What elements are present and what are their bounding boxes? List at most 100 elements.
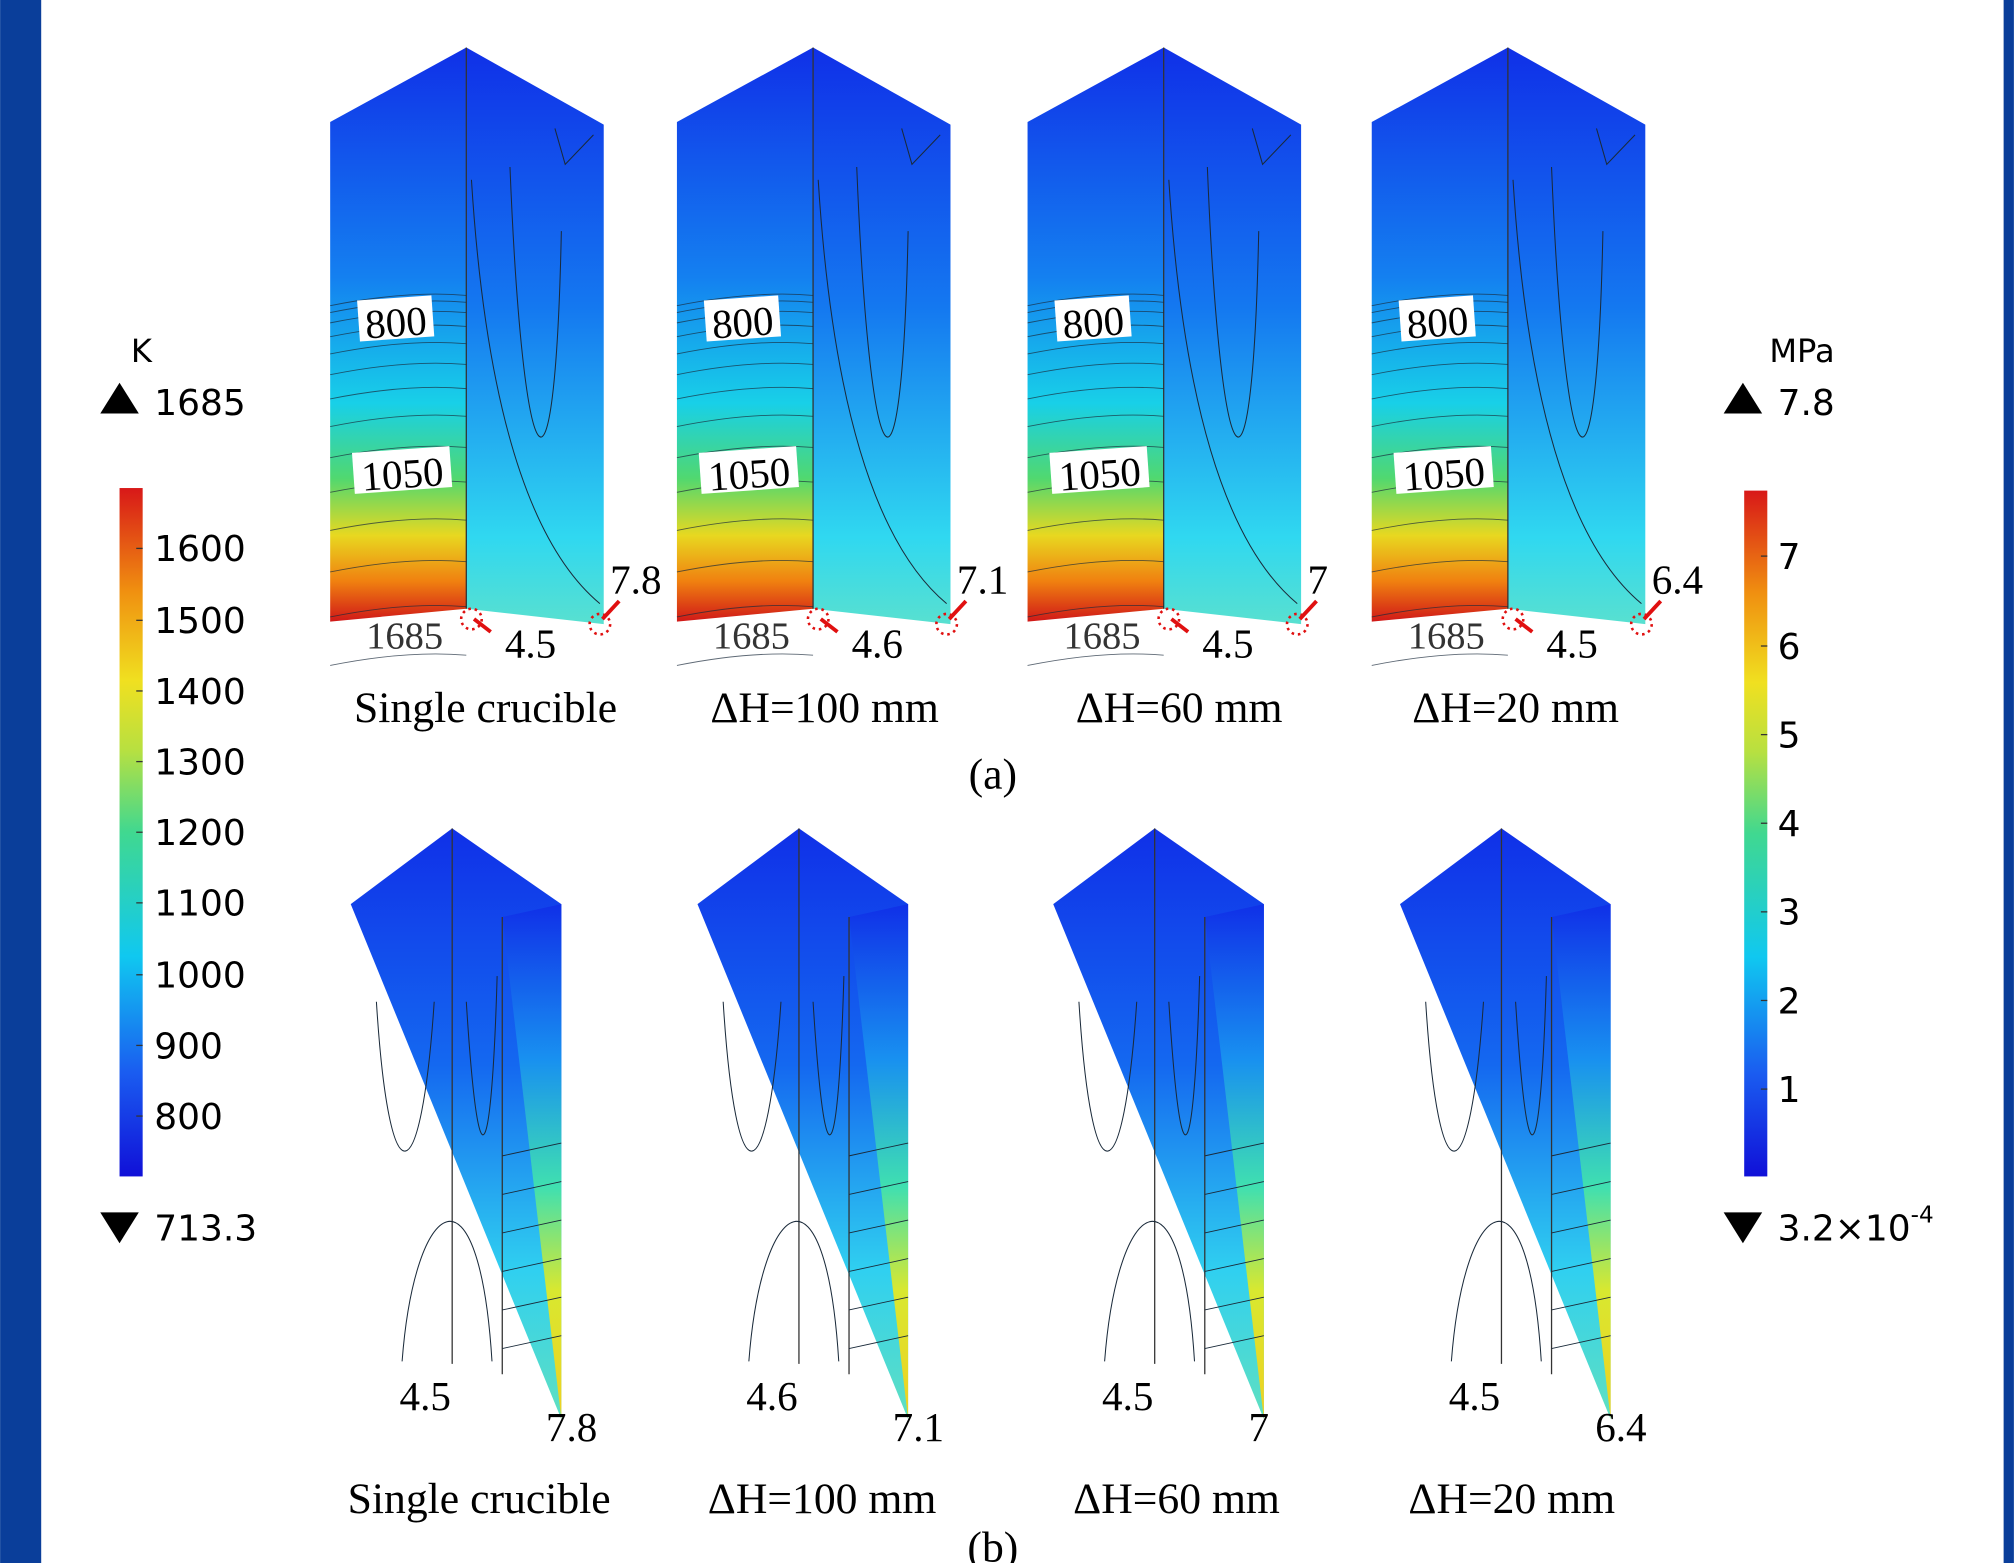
stress-max-label: 7 xyxy=(1308,556,1329,602)
contour xyxy=(502,1296,562,1311)
contour xyxy=(330,518,467,531)
contour xyxy=(1204,1181,1264,1195)
contour xyxy=(1371,604,1508,618)
contour xyxy=(848,1219,909,1234)
contour xyxy=(1027,341,1164,355)
min-marker xyxy=(100,1212,139,1244)
face-side xyxy=(849,904,909,1420)
max-marker xyxy=(1723,382,1763,414)
contour xyxy=(1371,518,1508,531)
stress-tick-label: 5 xyxy=(1778,715,1801,756)
contour-label: 800 xyxy=(710,297,775,347)
contour xyxy=(330,559,467,573)
stress-tick-label: 6 xyxy=(1778,627,1801,668)
temperature-tick-label: 1300 xyxy=(154,742,246,783)
contour xyxy=(1551,1142,1611,1157)
contour-label: 800 xyxy=(1405,297,1470,347)
temperature-tick-label: 1600 xyxy=(154,529,246,570)
crucible-a: 800 1050 1685 4.5 7 ΔH=60 mm xyxy=(1027,47,1329,732)
stress-min-label: 4.5 xyxy=(400,1373,451,1419)
face-right xyxy=(813,47,951,625)
contour xyxy=(470,179,601,605)
contour xyxy=(676,653,814,666)
stress-min-label: 4.6 xyxy=(746,1373,797,1419)
contour xyxy=(676,559,814,573)
stress-max-label: 6.4 xyxy=(1652,556,1703,602)
label-bg xyxy=(1393,446,1494,494)
stress-tick-label: 4 xyxy=(1778,804,1801,845)
column-caption: ΔH=60 mm xyxy=(1073,1475,1280,1523)
contour xyxy=(676,518,814,531)
label-bg xyxy=(1398,295,1476,342)
contour xyxy=(848,1181,909,1195)
marker xyxy=(1501,607,1525,631)
contour xyxy=(1551,1296,1611,1311)
contour xyxy=(1515,976,1547,1136)
contour xyxy=(1027,445,1164,459)
contour xyxy=(1168,179,1298,605)
stress-min-label: 4.5 xyxy=(1546,621,1597,667)
contour xyxy=(1206,166,1260,438)
temperature-colorbar xyxy=(119,488,143,1177)
stress-tick-label: 1 xyxy=(1778,1070,1801,1111)
contour xyxy=(554,128,594,166)
contour xyxy=(1551,1219,1611,1234)
stress-max-label: 7.8 xyxy=(546,1404,597,1450)
stress-tick-label: 2 xyxy=(1778,981,1801,1022)
contour xyxy=(1027,518,1164,531)
panel-label: (a) xyxy=(969,751,1017,799)
column-caption: ΔH=100 mm xyxy=(710,684,939,732)
arrow xyxy=(1642,599,1663,621)
column-caption: ΔH=20 mm xyxy=(1408,1475,1615,1523)
contour-label: 1050 xyxy=(1401,448,1486,500)
contour xyxy=(748,1221,840,1362)
stress-tick-label: 7 xyxy=(1778,537,1801,578)
stress-max-label: 7.1 xyxy=(893,1404,944,1450)
contour xyxy=(1078,1001,1138,1152)
marker xyxy=(935,612,959,636)
face-side xyxy=(502,904,562,1420)
min-marker xyxy=(1723,1212,1763,1244)
label-bg xyxy=(1054,295,1132,342)
column-caption: ΔH=60 mm xyxy=(1076,684,1283,732)
stress-min-exponent: -4 xyxy=(1911,1203,1934,1229)
contour xyxy=(502,1142,562,1157)
label-bg xyxy=(1049,446,1150,494)
stress-min-label: 4.5 xyxy=(1202,621,1253,667)
contour xyxy=(1371,414,1508,428)
contour xyxy=(1371,559,1508,573)
contour xyxy=(848,1335,909,1349)
label-bg xyxy=(703,295,782,342)
stress-max-label: 7.1 xyxy=(957,556,1008,602)
contour xyxy=(1204,1296,1264,1311)
stress-unit: MPa xyxy=(1769,332,1834,370)
face-right xyxy=(466,47,604,625)
contour xyxy=(1371,653,1508,666)
contour xyxy=(1027,653,1164,666)
stress-min: 3.2×10-4 xyxy=(1778,1203,1934,1250)
temperature-unit: K xyxy=(131,332,153,370)
stress-max-label: 7.8 xyxy=(610,556,661,602)
contour xyxy=(1204,1335,1264,1349)
contour xyxy=(1371,293,1508,307)
contour-label: 800 xyxy=(1061,297,1126,347)
face-right xyxy=(1163,47,1302,625)
arrow xyxy=(601,599,621,621)
contour xyxy=(330,341,467,355)
crucible-b: 4.5 7.8 Single crucible xyxy=(348,828,611,1523)
contour xyxy=(502,1181,562,1195)
label-bg xyxy=(357,295,435,342)
contour xyxy=(1551,1181,1611,1195)
face-right xyxy=(1507,47,1646,625)
crucible-a: 800 1050 1685 4.5 7.8 Single crucible xyxy=(330,47,662,732)
contour xyxy=(330,414,467,428)
contour xyxy=(1104,1221,1196,1362)
left-border xyxy=(0,0,42,1563)
contour xyxy=(1168,976,1201,1136)
contour xyxy=(375,1001,435,1152)
contour xyxy=(676,604,814,618)
crucible-b: 4.5 6.4 ΔH=20 mm xyxy=(1399,828,1647,1523)
temperature-tick-label: 1000 xyxy=(154,956,246,997)
